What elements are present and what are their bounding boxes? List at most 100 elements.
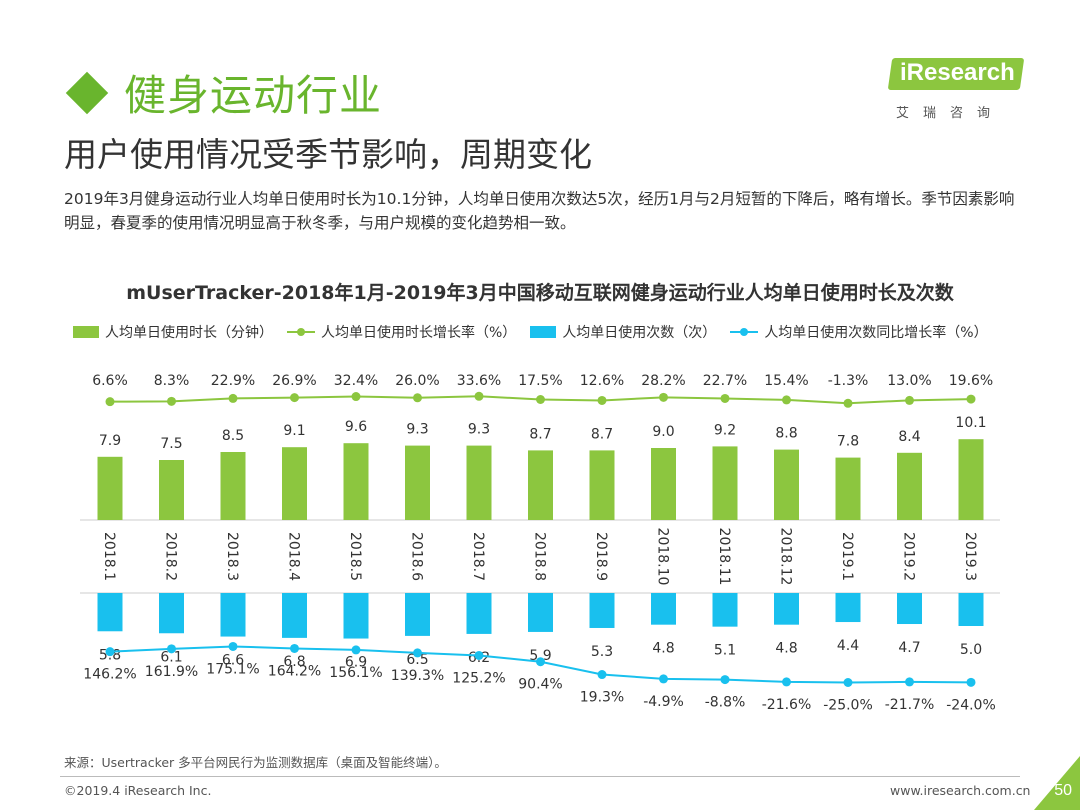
category-tick-label: 2018.5 bbox=[347, 532, 363, 581]
count-bar bbox=[958, 593, 984, 626]
count-growth-label: -25.0% bbox=[823, 698, 873, 714]
duration-growth-point bbox=[966, 394, 976, 404]
count-growth-point bbox=[290, 643, 299, 653]
count-growth-point bbox=[843, 678, 853, 687]
count-growth-label: -21.7% bbox=[885, 697, 935, 713]
count-growth-point bbox=[782, 677, 791, 687]
duration-growth-point bbox=[228, 393, 238, 403]
count-bar-label: 4.7 bbox=[898, 640, 920, 656]
duration-growth-label: 17.5% bbox=[518, 373, 562, 389]
duration-bar-label: 8.7 bbox=[529, 426, 551, 442]
category-tick-label: 2018.7 bbox=[470, 532, 486, 581]
website-link[interactable]: www.iresearch.com.cn bbox=[890, 783, 1031, 798]
count-bar bbox=[897, 593, 922, 625]
count-bar bbox=[466, 593, 492, 634]
count-bar-label: 6.5 bbox=[406, 652, 428, 668]
count-growth-point bbox=[413, 648, 422, 658]
legend-swatch-blue-bar bbox=[530, 326, 557, 338]
count-growth-point bbox=[536, 657, 545, 667]
duration-bar-label: 7.5 bbox=[160, 436, 182, 452]
category-tick-label: 2018.9 bbox=[593, 532, 609, 581]
duration-growth-label: -1.3% bbox=[828, 373, 869, 389]
source-note: 来源：Usertracker 多平台网民行为监测数据库（桌面及智能终端）。 bbox=[64, 755, 447, 770]
count-growth-point bbox=[966, 677, 976, 687]
duration-growth-label: 12.6% bbox=[580, 373, 624, 389]
duration-growth-label: 33.6% bbox=[457, 373, 501, 389]
iresearch-logo: iResearch 艾瑞咨询 bbox=[887, 54, 1030, 126]
count-growth-label: -21.6% bbox=[762, 697, 812, 713]
count-growth-point bbox=[597, 670, 607, 680]
duration-bar-label: 8.4 bbox=[898, 429, 920, 445]
count-growth-point bbox=[659, 674, 668, 684]
legend-label: 人均单日使用时长（分钟） bbox=[105, 325, 273, 341]
count-bar-label: 6.8 bbox=[283, 654, 305, 670]
count-growth-point bbox=[351, 645, 361, 655]
count-bar-label: 4.8 bbox=[652, 641, 674, 657]
duration-bar-label: 9.6 bbox=[345, 419, 367, 435]
duration-bar-label: 9.3 bbox=[468, 422, 490, 438]
legend-swatch-green-bar bbox=[73, 326, 99, 338]
count-growth-point bbox=[105, 647, 115, 657]
duration-bar-label: 7.8 bbox=[837, 434, 859, 450]
duration-growth-label: 22.7% bbox=[703, 373, 747, 389]
page-title: 健身运动行业 bbox=[124, 71, 383, 120]
count-growth-label: -4.9% bbox=[643, 694, 684, 710]
category-tick-label: 2018.6 bbox=[409, 532, 425, 581]
category-tick-label: 2018.12 bbox=[778, 528, 794, 586]
duration-bar bbox=[97, 456, 123, 520]
page-subtitle: 用户使用情况受季节影响，周期变化 bbox=[64, 135, 592, 174]
logo-text: iResearch bbox=[900, 59, 1015, 86]
count-bar bbox=[835, 593, 861, 623]
count-bar bbox=[405, 593, 430, 636]
legend-item-count: 人均单日使用次数（次） bbox=[530, 322, 716, 342]
duration-growth-point bbox=[105, 397, 115, 407]
description: 2019年3月健身运动行业人均单日使用时长为10.1分钟，人均单日使用次数达5次… bbox=[64, 190, 1015, 232]
duration-growth-point bbox=[167, 396, 176, 406]
count-growth-label: -24.0% bbox=[946, 697, 996, 713]
duration-bar bbox=[466, 445, 492, 520]
count-bar-label: 6.9 bbox=[345, 655, 367, 671]
duration-growth-point bbox=[474, 391, 484, 401]
legend-swatch-blue-line bbox=[730, 326, 759, 338]
count-growth-point bbox=[474, 650, 484, 660]
count-bar-label: 5.9 bbox=[529, 648, 551, 664]
count-growth-label: 90.4% bbox=[518, 677, 562, 693]
count-bar bbox=[343, 593, 369, 639]
count-bar bbox=[712, 593, 738, 627]
legend-swatch-green-line bbox=[287, 326, 315, 338]
duration-growth-point bbox=[290, 393, 299, 403]
count-growth-point bbox=[167, 644, 176, 654]
category-tick-label: 2019.3 bbox=[962, 532, 978, 581]
duration-growth-point bbox=[536, 395, 545, 404]
duration-bar bbox=[651, 448, 676, 520]
count-bar bbox=[220, 593, 246, 637]
duration-growth-point bbox=[351, 392, 361, 402]
duration-growth-label: 28.2% bbox=[641, 373, 685, 389]
duration-growth-label: 19.6% bbox=[949, 373, 993, 389]
count-growth-point bbox=[228, 641, 238, 651]
category-tick-label: 2018.10 bbox=[655, 528, 671, 586]
count-growth-label: 175.1% bbox=[206, 661, 259, 677]
page-number: 50 bbox=[1054, 782, 1072, 799]
duration-bar bbox=[958, 439, 984, 520]
category-tick-label: 2018.8 bbox=[532, 532, 548, 581]
duration-growth-label: 8.3% bbox=[154, 373, 190, 389]
legend-item-duration: 人均单日使用时长（分钟） bbox=[73, 322, 273, 342]
count-growth-label: -8.8% bbox=[705, 695, 746, 711]
category-tick-label: 2018.4 bbox=[286, 532, 302, 581]
chart-legend: 人均单日使用时长（分钟） 人均单日使用时长增长率（%） 人均单日使用次数（次） … bbox=[73, 322, 1002, 342]
duration-bar bbox=[220, 452, 246, 520]
duration-bar bbox=[343, 443, 369, 520]
chart-title: mUserTracker-2018年1月-2019年3月中国移动互联网健身运动行… bbox=[126, 282, 954, 304]
count-growth-point bbox=[905, 677, 914, 687]
legend-item-count-growth: 人均单日使用次数同比增长率（%） bbox=[730, 322, 988, 342]
duration-growth-label: 26.9% bbox=[272, 373, 316, 389]
title-row: 健身运动行业 bbox=[64, 62, 382, 123]
duration-bar-label: 8.8 bbox=[775, 426, 797, 442]
duration-bar-label: 7.9 bbox=[99, 433, 121, 449]
count-growth-label: 146.2% bbox=[83, 667, 136, 683]
category-tick-label: 2018.1 bbox=[101, 532, 117, 581]
duration-bar-label: 8.7 bbox=[591, 426, 613, 442]
duration-growth-point bbox=[843, 398, 853, 408]
duration-bar-label: 9.3 bbox=[406, 422, 428, 438]
